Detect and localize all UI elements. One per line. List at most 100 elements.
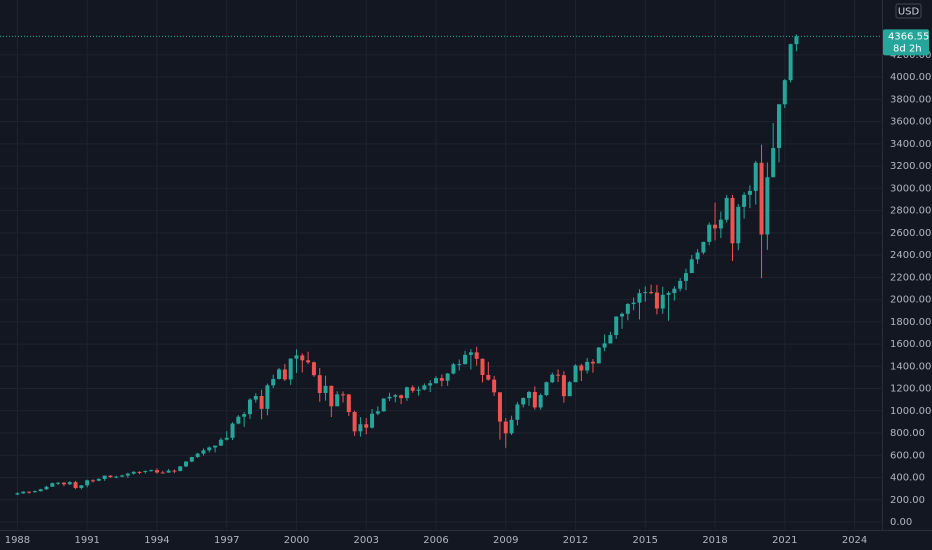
candle-body: [218, 439, 223, 446]
candle-body: [125, 473, 130, 476]
candle-body: [492, 379, 497, 393]
candle-body: [736, 206, 741, 244]
candle-body: [178, 466, 183, 471]
candle-body: [277, 369, 282, 379]
candle-body: [550, 374, 555, 383]
candle-body: [503, 421, 508, 434]
y-tick-label: 3000.00: [890, 183, 931, 194]
candle-body: [416, 389, 421, 391]
candle-body: [579, 365, 584, 371]
candle-body: [654, 292, 659, 309]
candle-body: [160, 472, 165, 474]
candle-body: [602, 343, 607, 348]
candle-body: [759, 162, 764, 235]
candle-body: [265, 385, 270, 409]
candle-body: [15, 493, 20, 495]
candle-body: [352, 412, 357, 432]
candle-body: [590, 361, 595, 364]
candle-body: [21, 491, 26, 494]
candle-body: [410, 387, 415, 391]
candle-body: [393, 395, 398, 397]
candle-body: [288, 358, 293, 380]
candle-body: [73, 482, 78, 488]
candle-body: [399, 395, 404, 399]
candle-body: [253, 395, 258, 400]
candle-body: [282, 369, 287, 380]
candle-body: [230, 423, 235, 438]
candle-body: [358, 424, 363, 432]
candle-body: [370, 413, 375, 428]
candle-body: [149, 470, 154, 472]
candle-body: [538, 395, 543, 408]
candle-body: [544, 382, 549, 396]
candle-body: [44, 486, 49, 490]
x-tick-label: 1988: [5, 535, 30, 546]
x-tick-label: 2015: [633, 535, 658, 546]
candle-body: [567, 382, 572, 397]
candle-body: [445, 373, 450, 381]
candle-body: [137, 471, 142, 473]
y-tick-label: 2400.00: [890, 250, 931, 261]
candle-body: [102, 475, 107, 479]
y-tick-label: 1400.00: [890, 361, 931, 372]
last-price-label: 4366.55: [888, 31, 929, 42]
candle-body: [201, 450, 206, 454]
candle-body: [678, 280, 683, 289]
x-tick-label: 2000: [284, 535, 309, 546]
candle-body: [620, 313, 625, 317]
currency-badge[interactable]: [895, 3, 922, 19]
candle-body: [457, 364, 462, 366]
y-tick-label: 4200.00: [890, 50, 931, 61]
candle-body: [154, 470, 159, 473]
candle-body: [38, 489, 43, 492]
candle-body: [91, 480, 96, 482]
y-tick-label: 800.00: [890, 428, 925, 439]
candle-body: [131, 471, 136, 474]
candle-body: [85, 480, 90, 486]
candle-body: [195, 453, 200, 458]
y-tick-label: 2000.00: [890, 295, 931, 306]
candle-body: [114, 476, 119, 478]
candle-body: [672, 288, 677, 294]
candle-body: [782, 80, 787, 105]
candle-body: [713, 224, 718, 229]
candle-body: [451, 364, 456, 374]
candle-body: [439, 378, 444, 381]
candle-body: [480, 358, 485, 375]
x-tick-label: 1991: [74, 535, 99, 546]
candle-body: [207, 447, 212, 451]
x-tick-label: 2006: [423, 535, 448, 546]
candle-body: [689, 259, 694, 274]
candle-body: [189, 457, 194, 462]
candle-body: [474, 352, 479, 359]
y-tick-label: 400.00: [890, 473, 925, 484]
candle-body: [242, 414, 247, 417]
candle-body: [184, 461, 189, 467]
y-tick-label: 200.00: [890, 495, 925, 506]
candle-body: [771, 148, 776, 178]
currency-label[interactable]: USD: [898, 7, 920, 18]
candle-body: [300, 355, 305, 361]
grid: [0, 0, 882, 530]
candle-body: [556, 374, 561, 376]
candle-body: [271, 378, 276, 386]
candle-body: [323, 385, 328, 393]
candle-body: [683, 273, 688, 281]
candle-body: [515, 404, 520, 420]
candle-body: [521, 398, 526, 405]
x-tick-label: 2024: [842, 535, 867, 546]
candle-body: [788, 44, 793, 81]
candle-body: [643, 292, 648, 294]
candle-body: [776, 104, 781, 149]
candle-body: [346, 394, 351, 413]
candle-body: [143, 471, 148, 473]
y-tick-label: 2800.00: [890, 206, 931, 217]
candle-body: [422, 385, 427, 390]
candle-body: [486, 374, 491, 380]
candle-body: [596, 347, 601, 364]
candle-body: [532, 391, 537, 408]
candle-body: [614, 316, 619, 336]
